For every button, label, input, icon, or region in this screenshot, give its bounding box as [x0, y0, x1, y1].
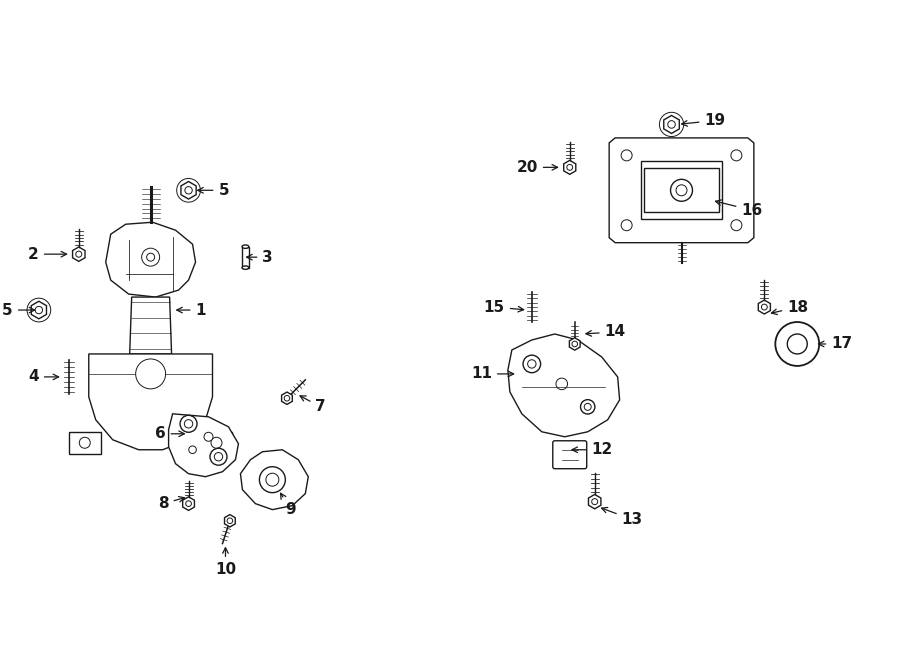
Circle shape [676, 185, 687, 196]
Polygon shape [563, 160, 576, 174]
Circle shape [259, 467, 285, 493]
Polygon shape [589, 495, 601, 509]
Circle shape [731, 220, 742, 231]
Polygon shape [570, 338, 580, 350]
Text: 17: 17 [818, 336, 852, 352]
Text: 20: 20 [517, 160, 558, 175]
Circle shape [527, 359, 536, 368]
Polygon shape [89, 354, 212, 449]
Circle shape [621, 220, 632, 231]
Circle shape [284, 395, 290, 401]
Circle shape [76, 251, 82, 257]
Polygon shape [32, 301, 47, 319]
Text: 6: 6 [155, 426, 184, 442]
Polygon shape [73, 247, 85, 261]
Circle shape [668, 120, 675, 128]
Text: 19: 19 [681, 113, 725, 128]
Circle shape [731, 150, 742, 161]
Circle shape [567, 164, 572, 170]
Text: 13: 13 [601, 508, 643, 527]
Circle shape [176, 179, 201, 202]
Text: 9: 9 [281, 493, 296, 517]
Bar [68, 432, 101, 453]
Text: 4: 4 [28, 369, 58, 385]
Circle shape [621, 150, 632, 161]
Circle shape [788, 334, 807, 354]
Circle shape [556, 378, 568, 390]
Polygon shape [240, 449, 309, 510]
Polygon shape [609, 138, 754, 243]
Circle shape [185, 500, 192, 506]
Polygon shape [664, 115, 680, 134]
Circle shape [584, 403, 591, 410]
Bar [641, 162, 723, 219]
Text: 10: 10 [215, 547, 236, 577]
Text: 16: 16 [716, 200, 762, 218]
Text: 2: 2 [28, 247, 67, 261]
Polygon shape [130, 297, 172, 354]
Ellipse shape [242, 245, 248, 248]
Circle shape [189, 446, 196, 453]
Circle shape [591, 498, 598, 504]
Bar [201, 432, 232, 453]
Circle shape [214, 453, 222, 461]
Circle shape [141, 248, 159, 266]
Circle shape [204, 432, 213, 442]
Circle shape [227, 518, 233, 524]
Circle shape [572, 341, 578, 347]
Polygon shape [181, 181, 196, 199]
Circle shape [184, 420, 193, 428]
Polygon shape [508, 334, 619, 437]
Text: 5: 5 [198, 183, 230, 198]
Circle shape [35, 307, 42, 314]
Circle shape [210, 448, 227, 465]
Circle shape [27, 298, 50, 322]
Circle shape [761, 304, 768, 310]
Circle shape [180, 415, 197, 432]
Text: 8: 8 [158, 496, 184, 511]
Circle shape [211, 438, 222, 448]
Text: 7: 7 [300, 396, 326, 414]
Circle shape [580, 400, 595, 414]
Circle shape [136, 359, 166, 389]
Circle shape [523, 355, 541, 373]
Bar [644, 168, 719, 213]
Text: 3: 3 [247, 250, 273, 265]
Text: 15: 15 [484, 299, 524, 314]
Polygon shape [759, 300, 770, 314]
Circle shape [266, 473, 279, 486]
Text: 18: 18 [771, 299, 808, 314]
Text: 12: 12 [572, 442, 613, 457]
Ellipse shape [242, 266, 248, 269]
Circle shape [775, 322, 819, 366]
Circle shape [660, 113, 684, 136]
Polygon shape [183, 497, 194, 510]
Text: 11: 11 [471, 366, 514, 381]
Circle shape [670, 179, 692, 201]
Polygon shape [224, 514, 235, 527]
Text: 5: 5 [3, 303, 35, 318]
Circle shape [184, 187, 193, 194]
Polygon shape [105, 222, 195, 297]
Text: 14: 14 [586, 324, 625, 340]
Circle shape [147, 253, 155, 261]
Polygon shape [168, 414, 239, 477]
FancyBboxPatch shape [553, 441, 587, 469]
Text: 1: 1 [176, 303, 206, 318]
Polygon shape [282, 392, 292, 404]
Bar [242, 247, 248, 267]
Circle shape [79, 438, 90, 448]
